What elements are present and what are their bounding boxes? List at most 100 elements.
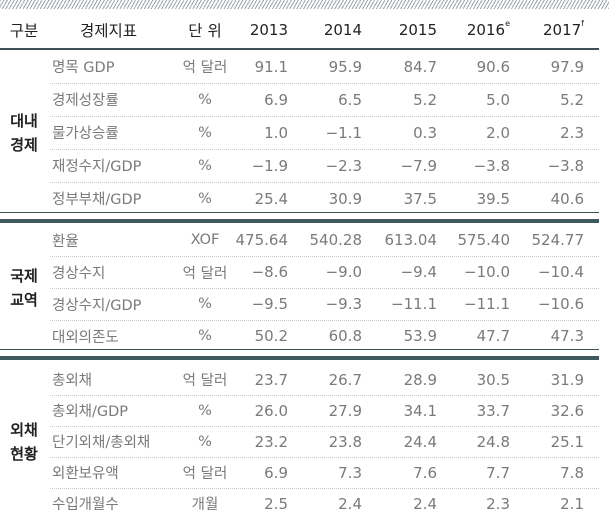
table-row: 환율 XOF 475.64 540.28 613.04 575.40 524.77: [0, 224, 600, 256]
section-divider-thin: [0, 349, 599, 350]
value-cell: 23.7: [254, 370, 288, 389]
value-cell: 26.0: [254, 401, 288, 420]
row-divider: [50, 457, 599, 458]
indicator-cell: 단기외채/총외채: [52, 435, 151, 451]
value-cell: 50.2: [254, 327, 288, 345]
table-header: 구분 경제지표 단 위 2013 2014 2015 2016e 2017f: [0, 12, 600, 48]
value-cell: 30.5: [476, 370, 510, 389]
section-divider-thick: [0, 219, 599, 223]
value-cell: 33.7: [476, 401, 510, 420]
table-row: 단기외채/총외채% 23.2 23.8 24.4 24.8 25.1: [0, 426, 600, 457]
row-divider: [50, 116, 599, 117]
section-label-line: 국제: [10, 267, 38, 285]
table-row: 총외채 억 달러 23.7 26.7 28.9 30.5 31.9: [0, 364, 600, 395]
value-cell: 40.6: [550, 189, 584, 208]
value-cell: −1.9: [251, 156, 288, 175]
value-cell: 39.5: [476, 189, 510, 208]
row-divider: [50, 149, 599, 150]
unit-cell: %: [198, 328, 212, 344]
value-cell: 6.9: [264, 463, 288, 482]
section-label-line: 경제: [10, 135, 38, 154]
value-cell: 23.8: [328, 432, 362, 451]
unit-cell: 억 달러: [182, 466, 228, 482]
value-cell: 31.9: [550, 370, 584, 389]
value-cell: −2.3: [325, 156, 362, 175]
year-label: 2013: [249, 21, 288, 39]
value-cell: 60.8: [328, 327, 362, 345]
table-row: 경제성장률% 6.9 6.5 5.2 5.0 5.2: [0, 83, 600, 116]
year-label: 2015: [398, 21, 437, 39]
value-cell: −3.8: [547, 156, 584, 175]
value-cell: 1.0: [264, 123, 288, 142]
value-cell: −11.1: [391, 295, 437, 313]
indicator-cell: 외환보유액: [52, 466, 119, 482]
indicator-cell: 재정수지/GDP: [52, 159, 142, 175]
value-cell: 2.0: [486, 123, 510, 142]
value-cell: 32.6: [550, 401, 584, 420]
unit-cell: %: [198, 433, 212, 450]
section-label-line: 현황: [10, 444, 38, 463]
unit-cell: %: [198, 402, 212, 419]
value-cell: 24.4: [403, 432, 437, 451]
value-cell: 97.9: [550, 57, 584, 76]
value-cell: −3.8: [473, 156, 510, 175]
value-cell: 575.40: [457, 231, 511, 249]
table-row: 명목 GDP 억 달러 91.1 95.9 84.7 90.6 97.9: [0, 50, 600, 83]
hatched-header-bar: [0, 0, 609, 9]
value-cell: 26.7: [328, 370, 362, 389]
indicator-cell: 환율: [52, 233, 79, 250]
section-label-line: 외채: [10, 420, 38, 439]
value-cell: 91.1: [254, 57, 288, 76]
table-row: 물가상승률% 1.0 −1.1 0.3 2.0 2.3: [0, 116, 600, 149]
header-year: 2017f: [504, 19, 584, 39]
table-row: 수입개월수 개월 2.5 2.4 2.4 2.3 2.1: [0, 488, 600, 519]
value-cell: −9.0: [325, 263, 362, 281]
unit-cell: %: [198, 91, 212, 108]
value-cell: 0.3: [413, 123, 437, 142]
value-cell: 2.1: [560, 494, 584, 513]
indicator-cell: 정부부채/GDP: [52, 192, 142, 208]
value-cell: 27.9: [328, 401, 362, 420]
indicator-cell: 총외채/GDP: [52, 404, 129, 420]
value-cell: 95.9: [328, 57, 362, 76]
table-row: 정부부채/GDP% 25.4 30.9 37.5 39.5 40.6: [0, 182, 600, 215]
value-cell: −10.0: [464, 263, 510, 281]
value-cell: 6.9: [264, 90, 288, 109]
table-row: 경상수지 억 달러 −8.6 −9.0 −9.4 −10.0 −10.4: [0, 256, 600, 288]
indicator-cell: 총외채: [52, 373, 93, 389]
value-cell: −10.6: [538, 295, 584, 313]
value-cell: 540.28: [309, 231, 363, 249]
unit-cell: 억 달러: [182, 373, 228, 389]
value-cell: 37.5: [403, 189, 437, 208]
value-cell: −9.5: [251, 295, 288, 313]
header-year: 2013: [208, 21, 288, 39]
indicator-cell: 물가상승률: [52, 126, 119, 142]
unit-cell: %: [198, 190, 212, 207]
year-label: 2016: [466, 21, 506, 39]
value-cell: 2.3: [486, 494, 510, 513]
unit-cell: 개월: [191, 497, 219, 513]
row-divider: [50, 426, 599, 427]
unit-cell: %: [198, 124, 212, 141]
value-cell: 47.7: [476, 327, 510, 345]
value-cell: −9.4: [400, 263, 437, 281]
year-label: 2014: [323, 21, 362, 39]
value-cell: 25.1: [550, 432, 584, 451]
value-cell: 7.7: [486, 463, 510, 482]
value-cell: −9.3: [325, 295, 362, 313]
value-cell: 475.64: [235, 231, 289, 249]
value-cell: 2.4: [338, 494, 362, 513]
unit-cell: XOF: [190, 232, 220, 248]
value-cell: −8.6: [251, 263, 288, 281]
value-cell: 5.2: [560, 90, 584, 109]
row-divider: [50, 488, 599, 489]
value-cell: 25.4: [254, 189, 288, 208]
value-cell: 5.2: [413, 90, 437, 109]
value-cell: 2.5: [264, 494, 288, 513]
year-mark: e: [505, 19, 510, 28]
value-cell: 53.9: [403, 327, 437, 345]
header-divider: [0, 48, 599, 50]
table-row: 총외채/GDP% 26.0 27.9 34.1 33.7 32.6: [0, 395, 600, 426]
